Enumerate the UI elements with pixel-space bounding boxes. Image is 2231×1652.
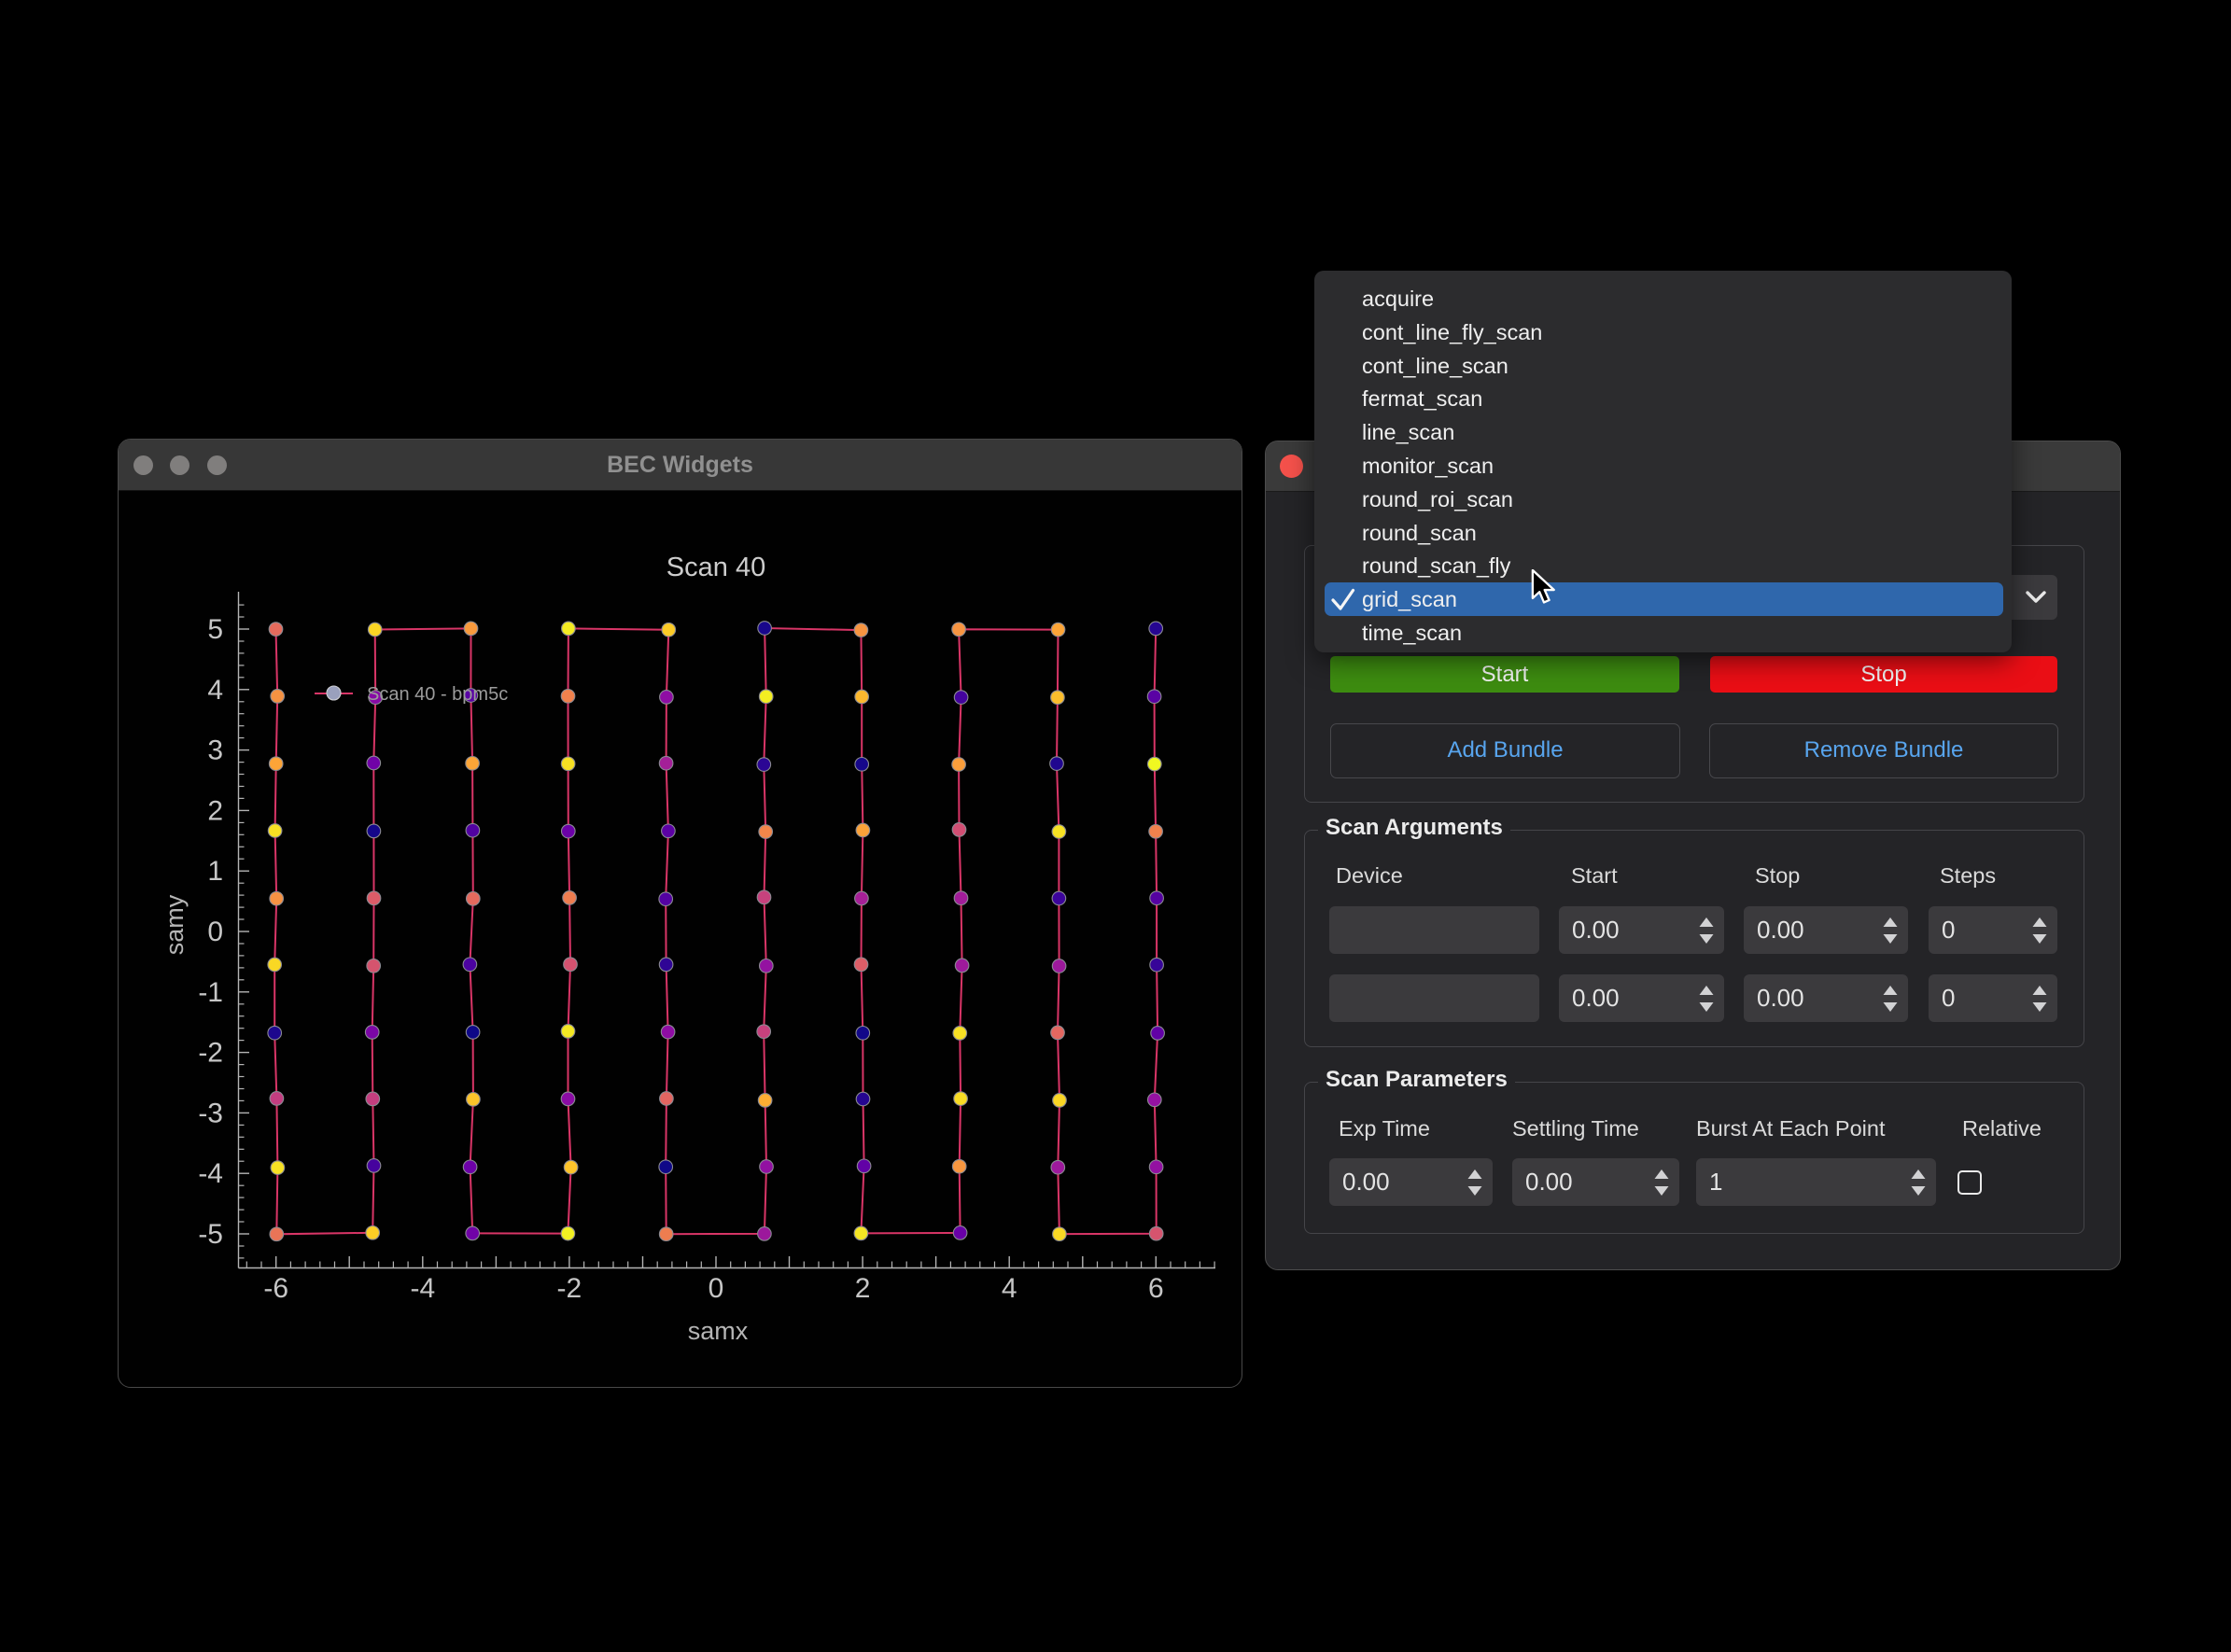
svg-text:Scan 40: Scan 40 [666,553,765,582]
svg-text:-3: -3 [198,1098,223,1128]
svg-text:2: 2 [207,795,223,826]
svg-text:1: 1 [207,856,223,887]
svg-text:-2: -2 [557,1273,582,1304]
svg-text:0: 0 [709,1273,724,1304]
svg-text:samx: samx [688,1317,749,1345]
svg-text:3: 3 [207,735,223,766]
svg-text:2: 2 [855,1273,871,1304]
svg-text:-4: -4 [198,1158,223,1189]
svg-text:-6: -6 [263,1273,288,1304]
svg-text:-5: -5 [198,1219,223,1250]
svg-text:-4: -4 [410,1273,435,1304]
svg-text:Scan 40 - bpm5c: Scan 40 - bpm5c [367,684,508,705]
svg-text:-2: -2 [198,1038,223,1069]
svg-text:4: 4 [1002,1273,1017,1304]
svg-text:samy: samy [161,894,189,955]
svg-text:4: 4 [207,675,223,706]
svg-text:-1: -1 [198,977,223,1008]
svg-text:6: 6 [1148,1273,1164,1304]
svg-text:5: 5 [207,614,223,645]
svg-text:0: 0 [207,917,223,947]
